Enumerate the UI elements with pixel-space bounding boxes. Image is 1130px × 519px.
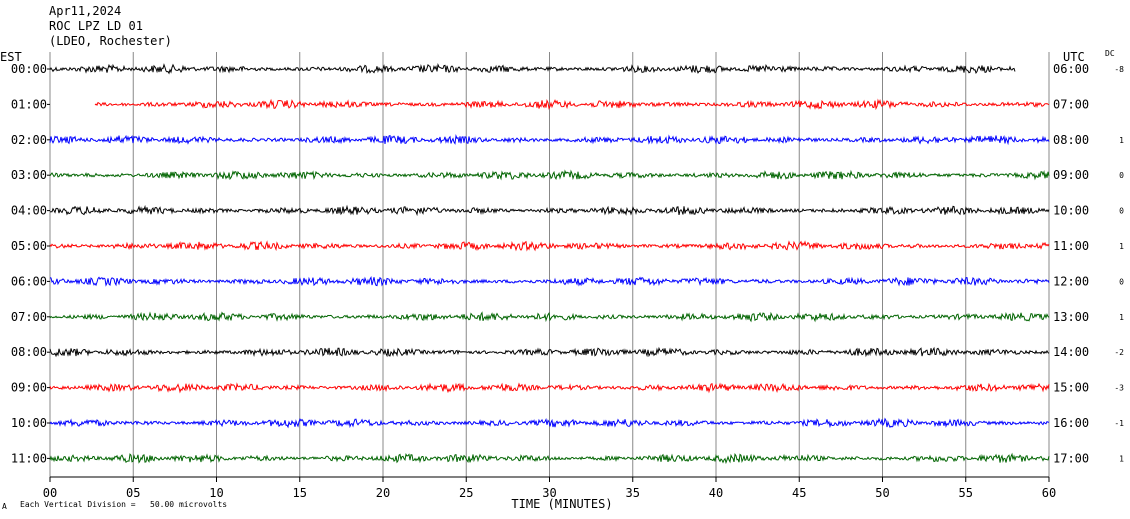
utc-label: 13:00 (1053, 310, 1089, 324)
utc-label: 17:00 (1053, 451, 1089, 465)
est-label: 09:00 (11, 381, 47, 395)
trace-0500 (49, 240, 1050, 252)
network-name: (LDEO, Rochester) (49, 34, 172, 48)
x-tick-label: 05 (126, 486, 140, 500)
dc-value: -8 (1114, 65, 1124, 74)
scale-note: Each Vertical Division = 50.00 microvolt… (20, 500, 228, 509)
dc-value: 1 (1119, 313, 1124, 322)
dc-value: 1 (1119, 136, 1124, 145)
est-label: 05:00 (11, 239, 47, 253)
trace-0200 (49, 133, 1050, 146)
seismic-traces (49, 63, 1050, 465)
est-label: 11:00 (11, 451, 47, 465)
x-tick-label: 40 (709, 486, 723, 500)
grid-lines (49, 52, 1050, 477)
trace-0300 (49, 169, 1050, 181)
trace-1100 (49, 452, 1050, 465)
trace-0100 (94, 98, 1050, 111)
utc-label: 14:00 (1053, 345, 1089, 359)
utc-label: 15:00 (1053, 381, 1089, 395)
record-date: Apr11,2024 (49, 4, 122, 18)
dc-value: 0 (1119, 171, 1124, 180)
utc-axis-title: UTC (1063, 50, 1085, 64)
x-axis-title: TIME (MINUTES) (511, 497, 612, 511)
trace-0700 (49, 311, 1050, 323)
dc-value: -1 (1114, 419, 1124, 428)
est-label: 00:00 (11, 62, 47, 76)
utc-label: 06:00 (1053, 62, 1089, 76)
dc-value: -3 (1114, 384, 1124, 393)
trace-0600 (49, 276, 1050, 287)
x-tick-label: 45 (792, 486, 806, 500)
utc-label: 16:00 (1053, 416, 1089, 430)
x-tick-label: 00 (43, 486, 57, 500)
x-tick-label: 60 (1042, 486, 1056, 500)
x-axis: 00 05 10 15 20 25 30 35 40 45 50 55 60 (43, 476, 1056, 500)
footer-mark: A (2, 502, 7, 511)
x-tick-label: 50 (875, 486, 889, 500)
trace-0900 (49, 382, 1050, 394)
trace-0400 (49, 204, 1050, 217)
trace-0800 (49, 346, 1050, 358)
trace-1000 (49, 417, 1050, 429)
x-tick-label: 15 (293, 486, 307, 500)
est-label: 02:00 (11, 133, 47, 147)
dc-value: 1 (1119, 454, 1124, 463)
est-label: 04:00 (11, 204, 47, 218)
est-label: 08:00 (11, 345, 47, 359)
station-code: ROC LPZ LD 01 (49, 19, 143, 33)
x-tick-label: 35 (626, 486, 640, 500)
est-label: 01:00 (11, 97, 47, 111)
x-tick-label: 20 (376, 486, 390, 500)
utc-label: 09:00 (1053, 168, 1089, 182)
dc-value: -2 (1114, 348, 1124, 357)
utc-label: 10:00 (1053, 204, 1089, 218)
utc-label: 12:00 (1053, 274, 1089, 288)
x-tick-label: 30 (542, 486, 556, 500)
est-label: 03:00 (11, 168, 47, 182)
est-label: 07:00 (11, 310, 47, 324)
trace-0000 (49, 63, 1016, 75)
est-label: 06:00 (11, 274, 47, 288)
dc-value: 0 (1119, 277, 1124, 286)
dc-axis-title: DC (1105, 49, 1115, 58)
est-axis-title: EST (0, 50, 22, 64)
est-label: 10:00 (11, 416, 47, 430)
dc-value: 0 (1119, 207, 1124, 216)
x-tick-label: 55 (959, 486, 973, 500)
utc-label: 11:00 (1053, 239, 1089, 253)
x-tick-label: 25 (459, 486, 473, 500)
utc-label: 08:00 (1053, 133, 1089, 147)
row-labels: 00:00 06:00 -8 01:00 07:00 02:00 08:00 1 03:00 09… (11, 62, 1124, 465)
x-tick-label: 10 (209, 486, 223, 500)
dc-value: 1 (1119, 242, 1124, 251)
utc-label: 07:00 (1053, 97, 1089, 111)
